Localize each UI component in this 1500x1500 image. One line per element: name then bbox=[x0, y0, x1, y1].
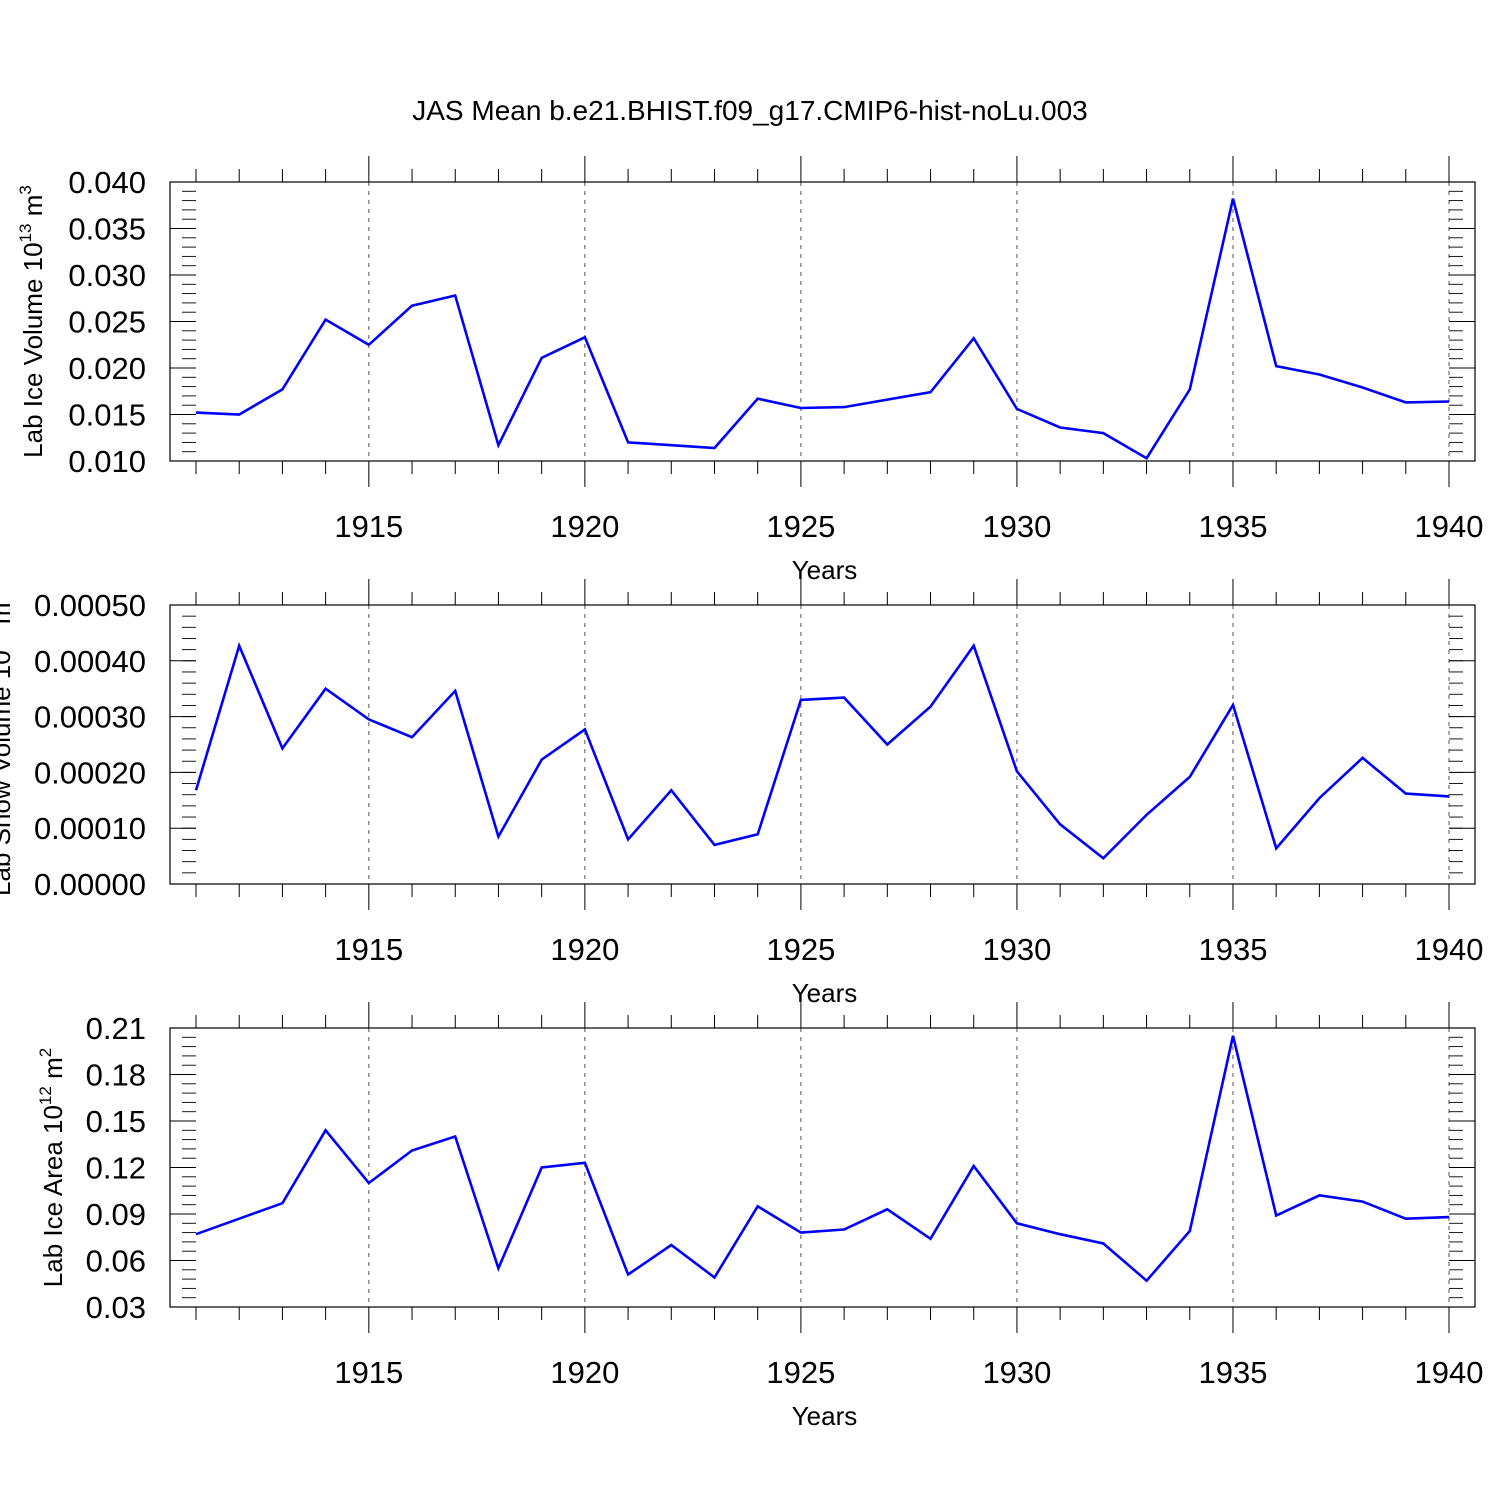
series-line bbox=[195, 1035, 1450, 1283]
y-tick-label: 0.010 bbox=[68, 444, 146, 479]
plot-frame bbox=[169, 604, 1476, 885]
chart-panel-2: 1915 1920 1925 1930 1935 1940 Years 0.00000 0.00… bbox=[0, 579, 1483, 1008]
x-tick-label: 1935 bbox=[1198, 932, 1267, 967]
y-axis-label: Lab Ice Volume 1013 m3 bbox=[16, 185, 48, 458]
x-tick-label: 1935 bbox=[1198, 1355, 1267, 1390]
y-tick-label: 0.15 bbox=[86, 1104, 146, 1139]
chart-panel-1: 1915 1920 1925 1930 1935 1940 Years 0.010 0.015 0… bbox=[16, 156, 1483, 585]
x-tick-label: 1920 bbox=[550, 1355, 619, 1390]
plot-frame bbox=[169, 181, 1476, 462]
y-tick-label: 0.015 bbox=[68, 398, 146, 433]
y-tick-label: 0.00000 bbox=[34, 867, 146, 902]
figure-title: JAS Mean b.e21.BHIST.f09_g17.CMIP6-hist-… bbox=[412, 95, 1088, 126]
y-tick-label: 0.18 bbox=[86, 1058, 146, 1093]
chart-panel-3: 1915 1920 1925 1930 1935 1940 Years 0.03 0.06 0.0… bbox=[36, 1002, 1483, 1431]
x-tick-label: 1940 bbox=[1415, 509, 1484, 544]
y-tick-label: 0.06 bbox=[86, 1244, 146, 1279]
series-line bbox=[194, 641, 1450, 861]
y-tick-label: 0.12 bbox=[86, 1151, 146, 1186]
y-tick-label: 0.035 bbox=[68, 212, 146, 247]
y-tick-label: 0.21 bbox=[86, 1011, 146, 1046]
y-tick-label: 0.025 bbox=[68, 305, 146, 340]
y-tick-label: 0.09 bbox=[86, 1197, 146, 1232]
y-tick-label: 0.00020 bbox=[34, 755, 146, 790]
y-tick-label: 0.00040 bbox=[34, 644, 146, 679]
y-tick-label: 0.040 bbox=[68, 165, 146, 200]
x-tick-label: 1915 bbox=[334, 932, 403, 967]
x-tick-label: 1925 bbox=[766, 932, 835, 967]
x-tick-label: 1940 bbox=[1415, 932, 1484, 967]
y-axis-label: Lab Ice Area 1012 m2 bbox=[36, 1048, 68, 1287]
x-tick-label: 1935 bbox=[1198, 509, 1267, 544]
x-tick-label: 1940 bbox=[1415, 1355, 1484, 1390]
x-tick-label: 1920 bbox=[550, 932, 619, 967]
y-axis-label: Lab Snow Volume 1013 m3 bbox=[0, 593, 16, 896]
x-tick-label: 1920 bbox=[550, 509, 619, 544]
x-tick-label: 1915 bbox=[334, 1355, 403, 1390]
x-tick-label: 1930 bbox=[982, 932, 1051, 967]
series-line bbox=[195, 198, 1450, 460]
x-axis-label: Years bbox=[792, 1401, 858, 1431]
y-tick-label: 0.00010 bbox=[34, 811, 146, 846]
x-axis-label: Years bbox=[792, 555, 858, 585]
y-tick-label: 0.00030 bbox=[34, 700, 146, 735]
y-tick-label: 0.03 bbox=[86, 1290, 146, 1325]
x-axis-label: Years bbox=[792, 978, 858, 1008]
x-tick-label: 1930 bbox=[982, 1355, 1051, 1390]
y-tick-label: 0.00050 bbox=[34, 588, 146, 623]
x-tick-label: 1930 bbox=[982, 509, 1051, 544]
y-tick-label: 0.030 bbox=[68, 258, 146, 293]
x-tick-label: 1925 bbox=[766, 1355, 835, 1390]
y-tick-label: 0.020 bbox=[68, 351, 146, 386]
plot-frame bbox=[169, 1027, 1476, 1308]
x-tick-label: 1925 bbox=[766, 509, 835, 544]
x-tick-label: 1915 bbox=[334, 509, 403, 544]
